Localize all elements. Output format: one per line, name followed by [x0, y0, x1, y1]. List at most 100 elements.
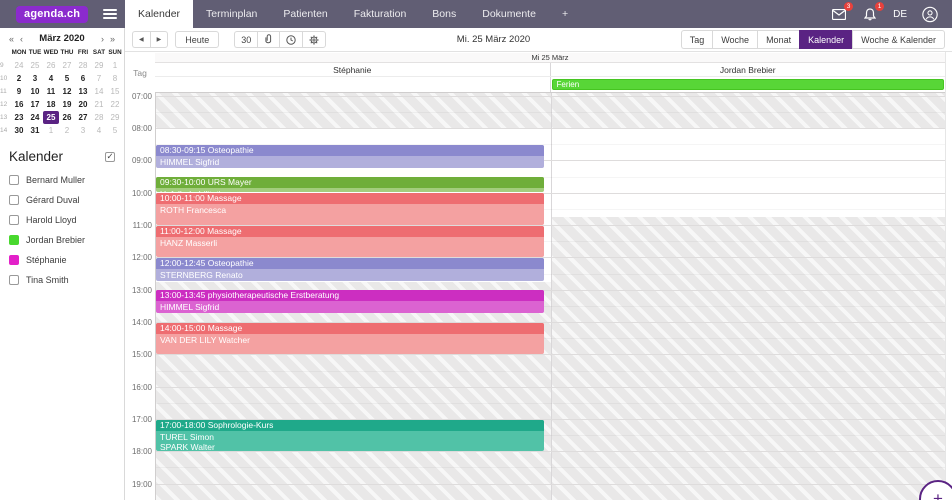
calendar-event[interactable]: 10:00-11:00 Massage ROTH Francesca — [156, 193, 544, 225]
mini-calendar-day[interactable]: 8 — [112, 74, 118, 83]
mini-calendar-day[interactable]: 2 — [16, 74, 22, 83]
nav-tab-bons[interactable]: Bons — [432, 8, 457, 20]
event-title: 08:30-09:15 Osteopathie — [156, 144, 544, 156]
app-logo[interactable]: agenda.ch — [16, 5, 89, 23]
mini-calendar-day[interactable]: 13 — [78, 87, 88, 96]
mini-calendar-day[interactable]: 1 — [48, 126, 54, 135]
mini-calendar-day[interactable]: 14 — [94, 87, 104, 96]
calendar-event[interactable]: 09:30-10:00 URS MayerUnfallrehabilitatio… — [156, 177, 544, 193]
allday-cell[interactable] — [155, 77, 550, 92]
vertical-scrollbar[interactable] — [945, 52, 952, 500]
mini-calendar-day[interactable]: 22 — [110, 100, 120, 109]
mini-calendar-day[interactable]: 24 — [14, 61, 24, 70]
mini-calendar-day[interactable]: 23 — [14, 113, 24, 122]
mini-calendar-day[interactable]: 15 — [110, 87, 120, 96]
mini-calendar-day[interactable]: 9 — [16, 87, 22, 96]
calendar-list-item[interactable]: Gérard Duval — [0, 190, 124, 210]
calendar-event[interactable]: 11:00-12:00 Massage HANZ Masserli — [156, 225, 544, 257]
clock-icon[interactable] — [279, 31, 303, 48]
calendar-list-item[interactable]: Bernard Muller — [0, 170, 124, 190]
allday-event[interactable]: Ferien — [551, 79, 944, 90]
calendar-list-item[interactable]: Harold Lloyd — [0, 210, 124, 230]
calendar-event[interactable]: 13:00-13:45 physiotherapeutische Erstber… — [156, 290, 544, 314]
calendar-event[interactable]: 14:00-15:00 Massage VAN DER LILY Watcher — [156, 322, 544, 354]
next-month-arrow[interactable]: › — [100, 33, 104, 44]
mini-calendar-day[interactable]: 17 — [30, 100, 40, 109]
grid[interactable]: 08:30-09:15 Osteopathie HIMMEL Sigfrid 09:… — [155, 93, 945, 500]
gear-icon[interactable] — [302, 31, 327, 48]
calendar-list-item[interactable]: Jordan Brebier — [0, 230, 124, 250]
mini-calendar-day[interactable]: 5 — [112, 126, 118, 135]
view-button-woche[interactable]: Woche — [712, 30, 758, 49]
mini-calendar-day[interactable]: 28 — [78, 61, 88, 70]
calendar-list-item[interactable]: Stéphanie — [0, 250, 124, 270]
mini-calendar-day[interactable]: 12 — [62, 87, 72, 96]
mini-calendar-day[interactable]: 31 — [30, 126, 40, 135]
prev-day-button[interactable]: ◀ — [132, 31, 150, 48]
mini-calendar-day[interactable]: 6 — [80, 74, 86, 83]
view-button-woche-kalender[interactable]: Woche & Kalender — [852, 30, 945, 49]
allday-cell[interactable]: Ferien — [549, 77, 946, 92]
calendar-checkbox[interactable] — [9, 255, 19, 265]
nav-tab-fakturation[interactable]: Fakturation — [353, 8, 407, 20]
mini-calendar-day[interactable]: 18 — [46, 100, 56, 109]
calendar-event[interactable]: 17:00-18:00 Sophrologie-Kurs TUREL Simon S… — [156, 419, 544, 451]
mini-calendar-day[interactable]: 27 — [62, 61, 72, 70]
mini-calendar-day[interactable]: 5 — [64, 74, 70, 83]
calendar-checkbox[interactable] — [9, 215, 19, 225]
nav-tab-patienten[interactable]: Patienten — [283, 8, 328, 20]
nav-tab-kalender[interactable]: Kalender — [125, 0, 194, 28]
mini-calendar-day[interactable]: 1 — [112, 61, 118, 70]
next-year-arrow[interactable]: » — [109, 33, 115, 44]
all-calendars-checkbox[interactable] — [105, 151, 115, 162]
nav-tab-terminplan[interactable]: Terminplan — [206, 8, 258, 20]
mini-calendar-day[interactable]: 27 — [78, 113, 88, 122]
prev-month-arrow[interactable]: ‹ — [20, 33, 24, 44]
mini-calendar-day[interactable]: 29 — [110, 113, 120, 122]
mini-calendar-day[interactable]: 24 — [30, 113, 40, 122]
language-selector[interactable]: DE — [893, 8, 907, 20]
mini-calendar-day[interactable]: 11 — [46, 87, 56, 96]
notifications-bell-icon[interactable]: 1 — [862, 2, 885, 22]
calendar-event[interactable]: 12:00-12:45 Osteopathie STERNBERG Renato — [156, 257, 544, 282]
mini-calendar-day[interactable]: 25 — [30, 61, 40, 70]
mini-calendar-day[interactable]: 4 — [48, 74, 54, 83]
hamburger-menu-icon[interactable] — [103, 9, 117, 19]
mini-calendar-day[interactable]: 28 — [94, 113, 104, 122]
mail-icon[interactable]: 3 — [831, 2, 854, 22]
prev-year-arrow[interactable]: « — [9, 33, 15, 44]
mini-calendar-day[interactable]: 3 — [80, 126, 86, 135]
mini-calendar-day[interactable]: 3 — [32, 74, 38, 83]
mini-calendar-day[interactable]: 4 — [96, 126, 102, 135]
mini-calendar-day[interactable]: 21 — [94, 100, 104, 109]
mini-calendar-day[interactable]: 7 — [96, 74, 102, 83]
calendar-event[interactable]: 08:30-09:15 Osteopathie HIMMEL Sigfrid — [156, 144, 544, 168]
mini-calendar-day[interactable]: 30 — [14, 126, 24, 135]
day-number-icon[interactable]: 30 — [234, 31, 258, 48]
view-button-monat[interactable]: Monat — [757, 30, 800, 49]
next-day-button[interactable]: ▶ — [149, 31, 169, 48]
day-column[interactable] — [550, 93, 945, 500]
mini-calendar-day[interactable]: 2 — [64, 126, 70, 135]
mini-calendar-day[interactable]: 20 — [78, 100, 88, 109]
user-avatar-icon[interactable] — [922, 6, 938, 22]
calendar-checkbox[interactable] — [9, 195, 19, 205]
nav-tab-dokumente[interactable]: Dokumente — [482, 8, 536, 20]
mini-calendar-day[interactable]: 26 — [46, 61, 56, 70]
view-button-tag[interactable]: Tag — [680, 30, 713, 49]
mini-calendar-day[interactable]: 29 — [94, 61, 104, 70]
mini-calendar-day[interactable]: 16 — [14, 100, 24, 109]
mini-calendar-day[interactable]: 26 — [62, 113, 72, 122]
nav-tab-+[interactable]: + — [561, 8, 569, 20]
mini-calendar-day[interactable]: 10 — [30, 87, 40, 96]
paperclip-icon[interactable] — [257, 31, 280, 48]
calendar-list-item[interactable]: Tina Smith — [0, 270, 124, 290]
mini-calendar-day[interactable]: 19 — [62, 100, 72, 109]
mini-calendar-day[interactable]: 25 — [43, 111, 59, 124]
calendar-checkbox[interactable] — [9, 275, 19, 285]
add-event-fab[interactable]: + — [919, 480, 952, 500]
view-button-kalender[interactable]: Kalender — [799, 30, 853, 49]
calendar-checkbox[interactable] — [9, 175, 19, 185]
today-button[interactable]: Heute — [175, 31, 220, 48]
calendar-checkbox[interactable] — [9, 235, 19, 245]
